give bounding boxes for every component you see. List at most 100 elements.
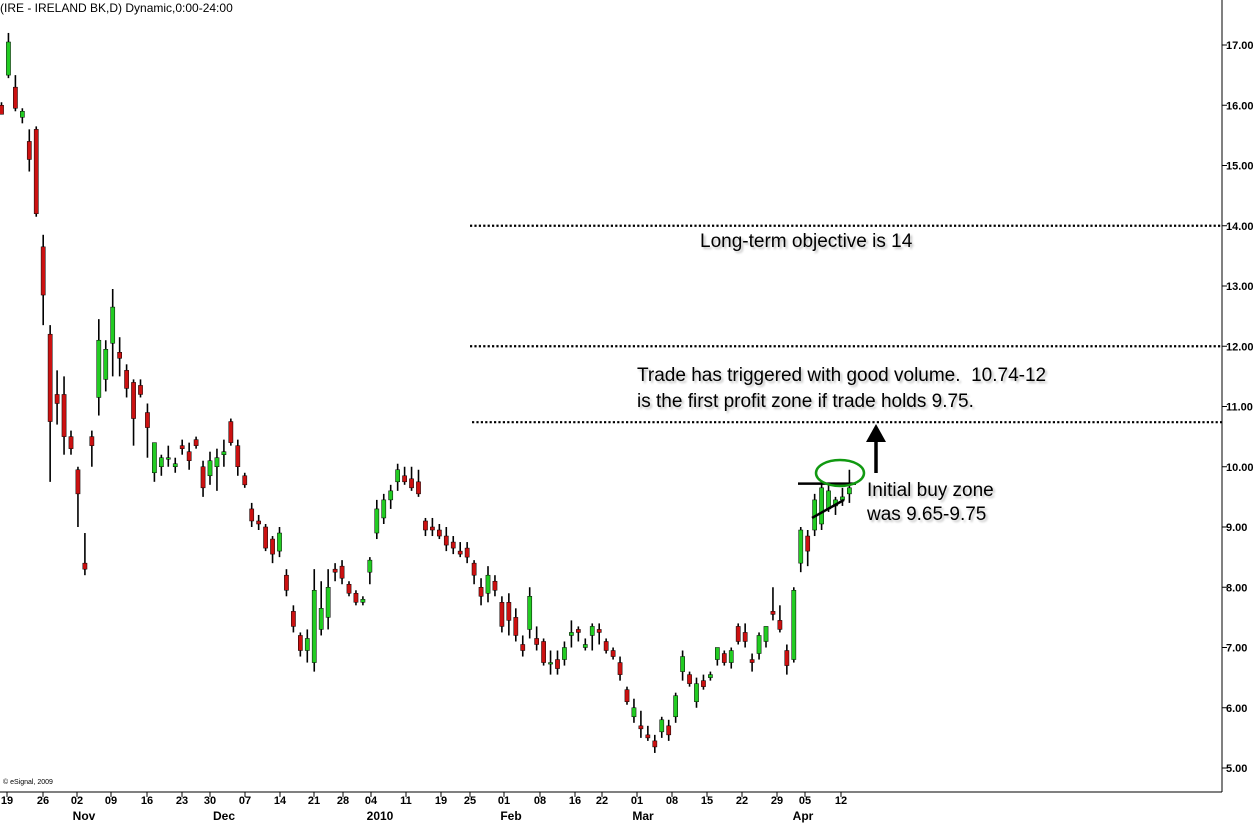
candle <box>443 527 449 552</box>
candle-body <box>631 707 637 718</box>
candle <box>457 542 463 558</box>
buy-zone-bottom-line <box>811 498 845 520</box>
chart-markings <box>798 424 886 520</box>
y-tick-label: 6.00 <box>1226 703 1247 715</box>
candle-body <box>569 632 574 636</box>
candle <box>527 587 533 639</box>
annotation-buy-zone: Initial buy zone was 9.65-9.75 <box>867 479 994 527</box>
candle <box>603 638 609 654</box>
candle <box>131 379 136 446</box>
candle <box>61 376 67 455</box>
candle-body <box>499 602 505 627</box>
candle-body <box>33 129 39 214</box>
candle-body <box>159 457 164 467</box>
candle-body <box>270 538 275 555</box>
candle-body <box>513 617 519 636</box>
candle <box>26 129 32 172</box>
candle <box>228 418 234 446</box>
candle <box>763 626 769 648</box>
candle-body <box>0 105 4 115</box>
candle-body <box>756 635 762 654</box>
x-tick-label: 19 <box>435 795 447 807</box>
candle <box>242 472 248 488</box>
candle <box>492 575 498 597</box>
candle-body <box>610 650 616 657</box>
candle-body <box>791 590 797 660</box>
candle-body <box>200 466 206 489</box>
candle-body <box>256 520 261 525</box>
candle-body <box>353 593 359 603</box>
candle <box>840 487 845 506</box>
candle-body <box>291 611 296 627</box>
candle <box>770 587 776 621</box>
candle-body <box>819 487 824 525</box>
candle <box>13 75 18 112</box>
chart-frame <box>0 0 1223 793</box>
month-label: 2010 <box>367 809 394 823</box>
candle <box>360 596 366 606</box>
candle <box>172 457 178 473</box>
candle <box>152 442 157 482</box>
candle-body <box>430 526 435 531</box>
annotation-long-term: Long-term objective is 14 <box>700 231 913 252</box>
candle-body <box>40 246 46 296</box>
candle-body <box>777 620 783 630</box>
y-tick-label: 7.00 <box>1226 643 1247 655</box>
candle <box>186 442 192 470</box>
x-tick-label: 01 <box>631 795 643 807</box>
candle-body <box>708 674 713 678</box>
candle <box>68 430 74 455</box>
x-tick-label: 07 <box>239 795 251 807</box>
candle <box>381 493 387 524</box>
candle <box>582 638 588 651</box>
candle <box>506 593 512 636</box>
month-label: Dec <box>213 809 235 823</box>
candle <box>659 716 665 738</box>
candle <box>596 623 602 645</box>
x-tick-label: 22 <box>736 795 748 807</box>
candle-body <box>617 662 623 675</box>
candle <box>416 469 421 497</box>
candle-body <box>165 457 171 460</box>
candle-body <box>61 394 67 437</box>
candle-body <box>145 412 150 428</box>
x-tick-label: 15 <box>701 795 713 807</box>
candle-body <box>47 333 53 422</box>
y-tick-label: 12.00 <box>1226 341 1254 353</box>
candle-body <box>402 475 407 483</box>
candle <box>214 448 220 491</box>
month-label: Feb <box>500 809 521 823</box>
x-tick-label: 14 <box>274 795 287 807</box>
candle <box>798 527 804 573</box>
x-tick-label: 05 <box>799 795 811 807</box>
candle-body <box>304 638 310 651</box>
candle <box>207 451 213 485</box>
candle-body <box>659 719 665 733</box>
candle <box>430 517 435 537</box>
candle-body <box>492 580 498 591</box>
candle-body <box>339 565 345 579</box>
candle <box>221 439 227 467</box>
candle-body <box>249 508 255 522</box>
candle-body <box>471 562 477 576</box>
candle <box>589 623 595 651</box>
candle <box>777 605 783 633</box>
candle <box>749 653 755 672</box>
y-tick-label: 14.00 <box>1226 221 1254 233</box>
candle <box>645 725 651 741</box>
candle-body <box>423 520 428 531</box>
candle <box>610 647 616 660</box>
annotation-buy-line1: Initial buy zone <box>867 480 994 501</box>
y-tick-label: 16.00 <box>1226 100 1254 112</box>
candle-body <box>416 481 421 495</box>
candle <box>715 647 720 666</box>
candle <box>513 608 519 642</box>
candle <box>555 650 560 675</box>
candle-body <box>298 635 303 651</box>
candles <box>0 32 852 753</box>
x-tick-label: 22 <box>596 795 608 807</box>
x-tick-label: 16 <box>141 795 153 807</box>
candle-body <box>103 349 109 380</box>
x-tick-label: 04 <box>365 795 378 807</box>
